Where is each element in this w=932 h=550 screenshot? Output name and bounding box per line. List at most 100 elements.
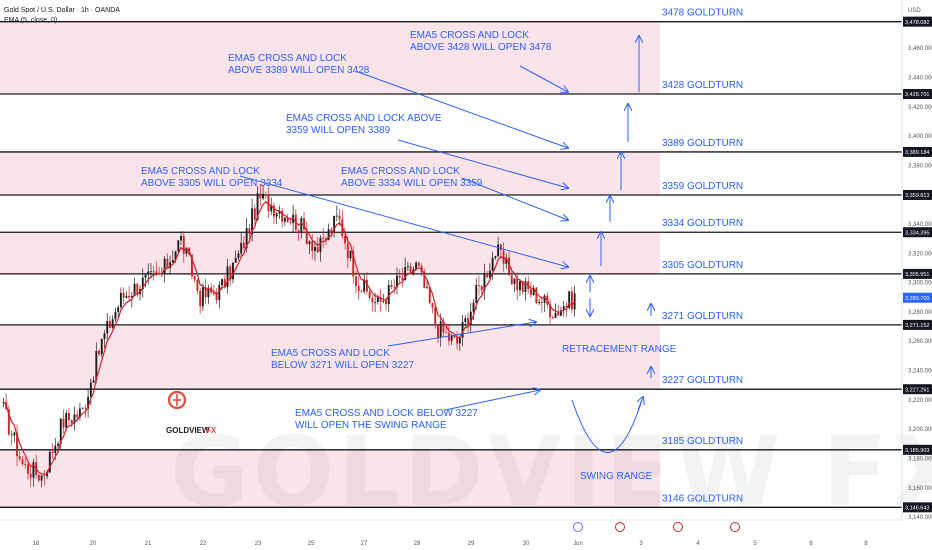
candle-body <box>456 337 459 344</box>
candle-body <box>453 335 456 338</box>
level-price-badges: 3,478.082 3,428.701 3,389.184 3,359.813 3,33… <box>903 16 932 513</box>
level-price-badge-text: 3,271.152 <box>905 323 929 329</box>
annotation-arrow <box>444 390 540 411</box>
candle-body <box>458 337 461 344</box>
candle-body <box>469 311 472 326</box>
candle-body <box>322 237 325 239</box>
candle-body <box>300 218 303 232</box>
candle-body <box>150 271 152 273</box>
annotation-arrow <box>357 71 568 148</box>
candle-body <box>122 292 125 298</box>
event-marker-icon[interactable] <box>573 522 583 532</box>
swing-curve <box>571 399 643 453</box>
candle-body <box>92 380 95 383</box>
price-tick: 3,400.000 <box>908 134 932 140</box>
candle-body <box>497 244 500 257</box>
candle-body <box>508 257 510 276</box>
candle-body <box>212 292 215 294</box>
candle-body <box>529 289 532 295</box>
candle-body <box>245 228 248 249</box>
level-price-badge <box>903 268 932 279</box>
candle-body <box>316 247 319 253</box>
symbol-title[interactable]: Gold Spot / U.S. Dollar · 1h · OANDA <box>4 7 120 14</box>
candle-body <box>387 285 390 305</box>
candle-body <box>7 409 10 435</box>
candle-body <box>40 475 43 481</box>
candle-body <box>505 257 508 264</box>
annotation-text: EMA5 CROSS AND LOCK <box>141 166 260 177</box>
candle-body <box>308 241 311 245</box>
time-tick: 27 <box>361 541 368 547</box>
us-flag-icon[interactable] <box>730 522 740 532</box>
candle-body <box>196 279 199 291</box>
candle-body <box>119 292 122 308</box>
candle-body <box>363 279 366 292</box>
annotation-text: 3359 WILL OPEN 3389 <box>286 125 391 136</box>
candle-body <box>262 194 264 199</box>
candle-body <box>535 287 538 303</box>
candle-body <box>360 290 363 292</box>
candle-body <box>565 306 568 308</box>
candle-body <box>242 242 245 249</box>
indicator-label[interactable]: EMA (5, close, 0) <box>4 17 57 24</box>
logo-text-b: FX <box>206 426 217 435</box>
us-flag-icon[interactable] <box>673 522 683 532</box>
candle-body <box>409 266 412 274</box>
candle-body <box>57 443 59 446</box>
candle-body <box>502 250 505 264</box>
annotation-text: ABOVE 3428 WILL OPEN 3478 <box>410 42 552 53</box>
current-price-text: 3,289.700 <box>905 296 929 302</box>
time-axis[interactable]: 18 20 21 22 23 25 27 28 29 30 Jun 3 4 5 6 8 <box>0 519 902 547</box>
candle-body <box>554 312 557 318</box>
candle-body <box>445 332 448 334</box>
candle-body <box>130 296 133 298</box>
time-tick: 30 <box>523 541 530 547</box>
level-price-badge <box>903 444 932 455</box>
candle-body <box>144 274 147 278</box>
candle-body <box>478 285 480 286</box>
level-label: 3305 GOLDTURN <box>662 260 743 271</box>
candle-body <box>182 235 185 254</box>
current-price-badge <box>903 292 932 303</box>
candle-body <box>314 247 316 251</box>
price-tick: 3,220.000 <box>908 398 932 404</box>
annotation-arrow <box>461 177 568 220</box>
us-flag-icon[interactable] <box>615 522 625 532</box>
candle-body <box>18 456 21 460</box>
level-price-badge <box>903 227 932 238</box>
watermark: GOLDVIEW FX <box>170 416 932 528</box>
time-tick: 23 <box>255 541 262 547</box>
candle-body <box>48 452 51 473</box>
candle-body <box>240 242 243 254</box>
candle-body <box>43 475 46 477</box>
candle-body <box>281 210 284 222</box>
level-price-badge-text: 3,389.184 <box>905 150 929 156</box>
candle-body <box>349 250 352 259</box>
candle-body <box>352 250 355 277</box>
price-tick: 3,160.000 <box>908 486 932 492</box>
currency-label: USD <box>908 8 921 14</box>
candle-body <box>404 267 407 280</box>
candle-body <box>417 262 420 266</box>
candle-body <box>346 243 349 259</box>
candle-body <box>365 279 368 292</box>
zone-bands <box>0 21 660 508</box>
candle-body <box>450 335 453 341</box>
candle-body <box>169 262 172 269</box>
candle-body <box>390 285 393 287</box>
event-markers[interactable] <box>573 522 740 532</box>
candle-body <box>333 215 336 233</box>
ema-line <box>3 200 576 476</box>
candle-body <box>560 310 562 316</box>
annotation-arrow <box>387 322 536 347</box>
candle-body <box>10 434 13 436</box>
candle-body <box>76 414 79 418</box>
candle-body <box>426 287 428 289</box>
candle-body <box>475 285 478 303</box>
candle-body <box>218 285 221 300</box>
zone-label: RETRACEMENT RANGE <box>562 344 677 355</box>
candle-body <box>253 208 256 221</box>
candle-body <box>251 208 254 234</box>
candle-body <box>78 408 81 418</box>
